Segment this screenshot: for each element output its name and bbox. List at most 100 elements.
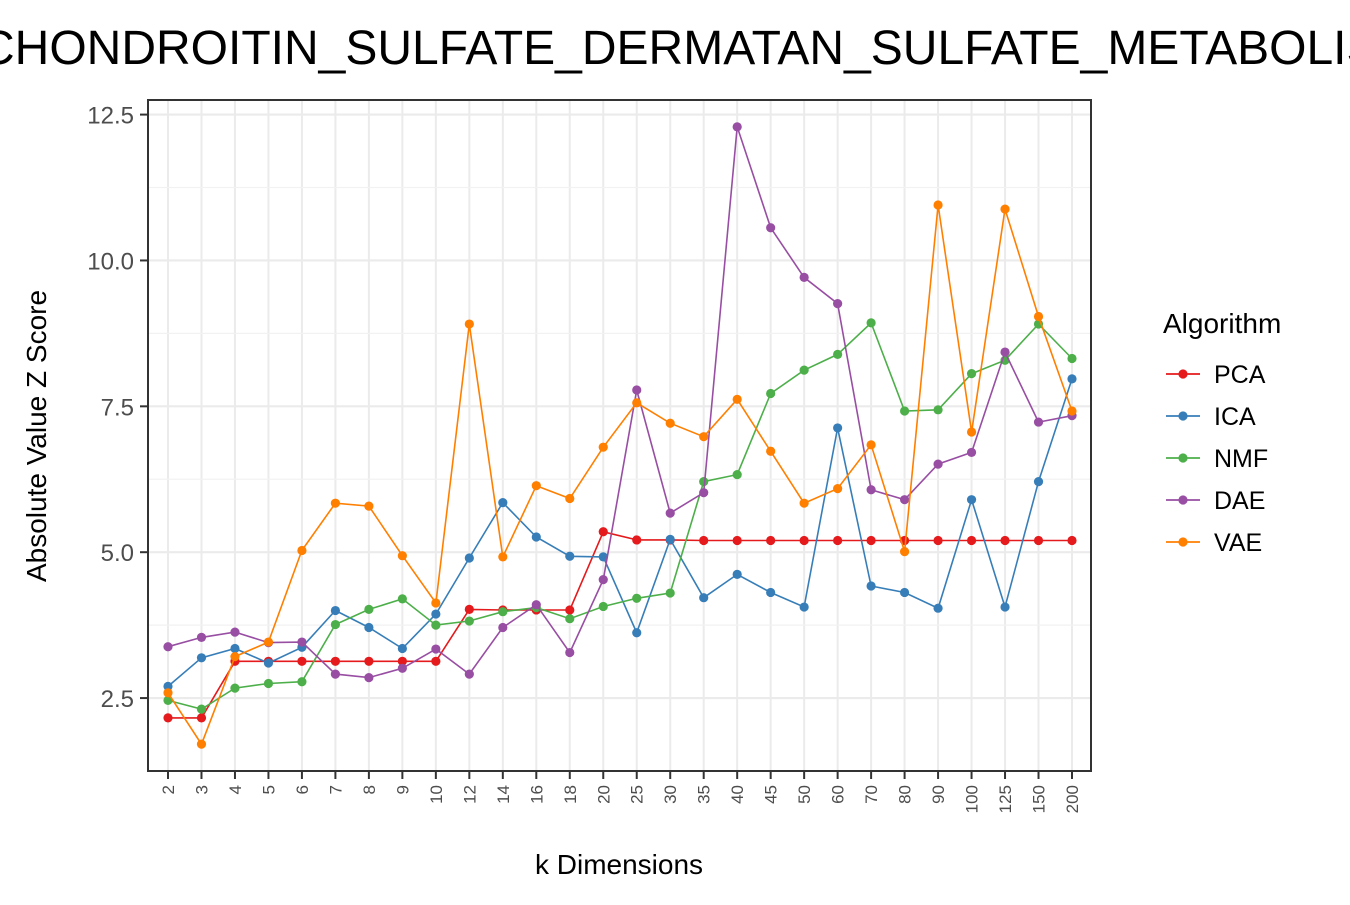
data-point-ica [732,569,742,579]
data-point-ica [866,581,876,591]
data-point-nmf [397,594,407,604]
series-line-dae [167,126,1073,679]
data-point-ica [598,552,608,562]
data-point-vae [230,652,240,662]
data-point-ica [531,532,541,542]
data-point-dae [699,488,709,498]
x-tick-label: 3 [192,785,211,794]
data-point-vae [196,739,207,749]
data-point-nmf [263,678,274,689]
x-tick-label: 90 [929,785,948,804]
legend-label-ica: ICA [1214,403,1256,431]
x-tick-label: 16 [527,785,546,804]
series-line-vae [167,204,1073,746]
data-point-ica [632,628,642,638]
chart-title: CHONDROITIN_SULFATE_DERMATAN_SULFATE_MET… [0,22,1350,75]
data-point-pca [933,535,943,546]
legend-label-vae: VAE [1214,529,1262,557]
data-point-vae [297,545,307,556]
legend-label-nmf: NMF [1214,445,1268,473]
data-point-vae [799,498,809,508]
data-point-pca [330,656,341,666]
data-point-vae [598,442,608,452]
data-point-ica [330,605,341,616]
data-point-pca [397,656,407,666]
data-point-vae [397,551,407,561]
data-point-ica [1033,476,1044,487]
data-point-dae [966,447,977,458]
data-point-nmf [364,604,374,614]
data-point-vae [833,483,843,494]
data-point-dae [598,575,608,585]
legend-swatch-point-nmf [1178,453,1188,463]
data-point-nmf [1067,353,1077,364]
data-point-ica [766,587,776,598]
data-point-vae [665,418,675,428]
data-point-pca [833,535,843,546]
data-point-vae [565,493,575,504]
data-point-ica [833,423,843,433]
data-point-ica [364,622,374,633]
data-point-pca [464,604,474,614]
x-tick-label: 2 [159,785,178,794]
legend: Algorithm PCA ICA NMF DAE VAE [1163,308,1281,557]
data-point-ica [498,498,508,508]
legend-title: Algorithm [1163,308,1281,339]
legend-swatch-point-dae [1178,495,1188,505]
data-point-vae [732,394,742,404]
x-tick-label: 125 [996,785,1015,813]
x-tick-label: 70 [862,785,881,804]
data-point-dae [899,495,910,505]
data-point-dae [498,622,508,633]
data-point-dae [397,663,407,673]
data-point-ica [1000,602,1010,612]
x-tick-label: 5 [259,785,278,794]
data-point-vae [330,498,341,508]
data-point-dae [196,632,207,642]
y-tick-label: 12.5 [87,103,134,130]
data-point-vae [1033,311,1044,322]
data-point-vae [632,398,642,408]
x-tick-label: 45 [762,785,781,804]
data-point-vae [498,552,508,562]
legend-label-dae: DAE [1214,487,1265,515]
data-point-nmf [899,406,910,416]
data-point-ica [1067,374,1077,384]
data-point-nmf [565,614,575,624]
data-point-dae [732,122,742,132]
data-point-pca [598,527,608,537]
series-line-pca [168,530,1072,719]
series-lines [163,122,1077,749]
data-point-ica [196,653,207,663]
data-point-ica [431,609,441,619]
y-tick-label: 7.5 [101,394,134,421]
data-point-ica [464,553,474,563]
data-point-nmf [766,388,776,399]
x-tick-label: 12 [460,785,479,804]
x-tick-label: 18 [561,785,580,804]
data-point-dae [866,485,876,495]
data-point-nmf [464,616,474,626]
data-point-ica [565,551,575,561]
x-tick-label: 200 [1063,785,1082,813]
data-point-pca [966,535,977,546]
data-point-nmf [598,601,608,612]
data-point-ica [799,602,809,612]
x-tick-label: 35 [695,785,714,804]
data-point-pca [196,713,207,723]
series-line-nmf [167,321,1073,711]
x-tick-label: 40 [728,785,747,804]
data-point-dae [163,642,173,652]
data-point-pca [1033,535,1044,546]
data-point-nmf [966,369,977,379]
x-tick-label: 10 [427,785,446,804]
data-point-vae [866,440,876,450]
data-point-ica [699,593,709,603]
data-point-nmf [665,588,675,598]
data-point-dae [565,647,575,658]
data-point-ica [163,681,173,691]
data-point-vae [531,481,541,491]
x-tick-label: 50 [795,785,814,804]
legend-label-pca: PCA [1214,361,1266,389]
